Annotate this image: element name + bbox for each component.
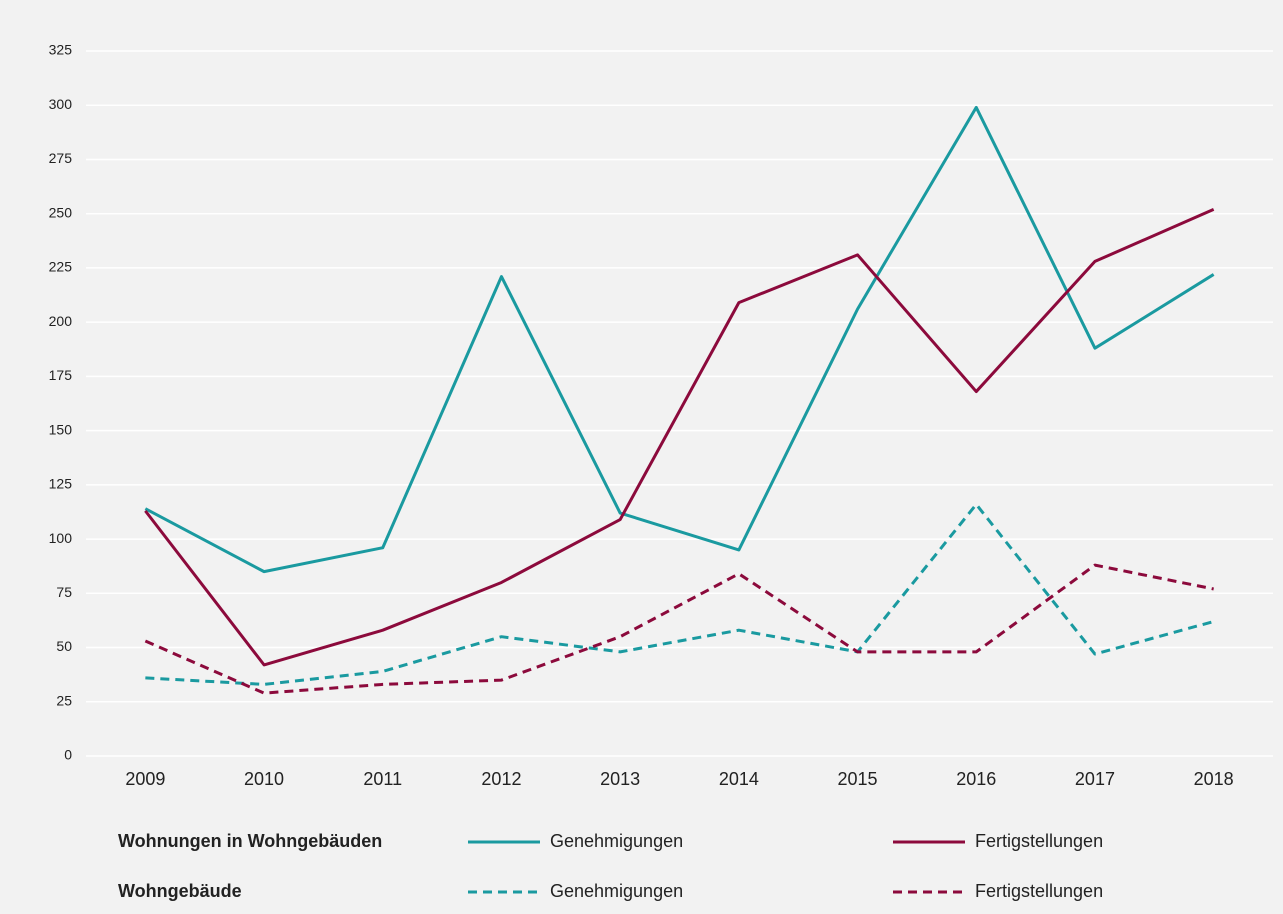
y-tick-label: 150	[49, 421, 73, 437]
x-tick-label: 2010	[244, 769, 284, 789]
y-tick-label: 325	[49, 42, 73, 58]
x-tick-label: 2009	[125, 769, 165, 789]
legend-group-label: Wohngebäude	[118, 881, 242, 901]
y-tick-label: 275	[49, 150, 73, 166]
y-tick-label: 75	[56, 584, 72, 600]
legend-label: Fertigstellungen	[975, 831, 1103, 851]
y-tick-label: 300	[49, 96, 73, 112]
line-series	[145, 502, 1215, 686]
legend-label: Genehmigungen	[550, 831, 683, 851]
legend-label: Fertigstellungen	[975, 881, 1103, 901]
line-series	[144, 207, 1215, 667]
legend-group-label: Wohnungen in Wohngebäuden	[118, 831, 382, 851]
y-tick-label: 200	[49, 313, 73, 329]
line-series	[144, 105, 1215, 574]
x-tick-label: 2018	[1194, 769, 1234, 789]
x-tick-label: 2014	[719, 769, 759, 789]
y-tick-label: 0	[64, 747, 72, 763]
y-tick-label: 100	[49, 530, 73, 546]
y-tick-label: 225	[49, 259, 73, 275]
legend-label: Genehmigungen	[550, 881, 683, 901]
x-tick-label: 2012	[481, 769, 521, 789]
x-tick-label: 2017	[1075, 769, 1115, 789]
line-series	[144, 563, 1214, 695]
y-tick-label: 125	[49, 476, 73, 492]
y-tick-label: 25	[56, 692, 72, 708]
y-tick-label: 50	[56, 638, 72, 654]
x-tick-label: 2013	[600, 769, 640, 789]
x-tick-label: 2015	[838, 769, 878, 789]
y-tick-label: 250	[49, 204, 73, 220]
x-tick-label: 2011	[363, 769, 402, 789]
x-tick-label: 2016	[956, 769, 996, 789]
y-tick-label: 175	[49, 367, 73, 383]
